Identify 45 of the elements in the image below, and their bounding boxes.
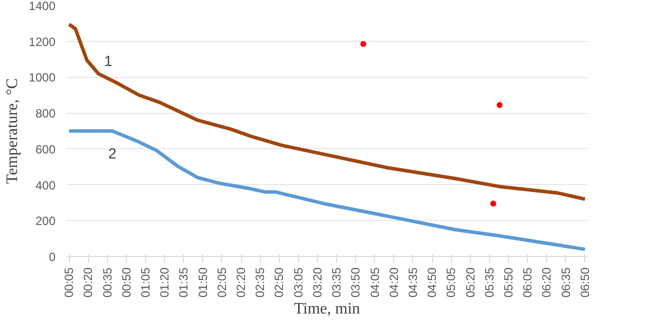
x-tick-label: 01:20	[158, 267, 172, 298]
x-tick-label: 02:05	[214, 267, 229, 298]
point	[496, 102, 503, 108]
x-tick-label: 05:05	[444, 267, 458, 298]
x-tick-label: 01:35	[176, 267, 191, 298]
x-tick-label: 01:05	[138, 267, 152, 298]
x-tick-label: 04:20	[386, 267, 401, 298]
x-tick-label: 06:05	[520, 267, 535, 298]
x-tick-label: 02:20	[234, 267, 248, 298]
y-axis-title: Temperature, °C	[4, 78, 21, 184]
y-tick-label: 400	[35, 178, 56, 192]
x-tick-label: 05:20	[463, 267, 478, 298]
x-tick-label: 04:05	[368, 267, 382, 298]
x-tick-label: 03:05	[291, 267, 306, 298]
x-tick-label: 05:35	[482, 267, 496, 298]
x-tick-label: 06:35	[558, 267, 573, 298]
line-series	[67, 22, 587, 201]
x-tick-label: 02:50	[272, 267, 286, 298]
x-tick-label: 06:50	[578, 267, 592, 298]
x-tick-label: 04:35	[406, 267, 420, 298]
x-tick-label: 06:20	[540, 267, 554, 298]
x-tick-label: 04:50	[425, 267, 440, 298]
annotation: 2	[108, 146, 116, 162]
y-tick-label: 1000	[28, 70, 56, 85]
x-tick-label: 00:05	[62, 267, 76, 298]
x-tick-label: 03:35	[330, 267, 344, 298]
annotation: 1	[104, 54, 112, 70]
x-tick-label: 05:50	[502, 267, 516, 298]
x-tick-label: 03:20	[310, 267, 324, 298]
y-tick-label: 200	[35, 214, 56, 228]
x-tick-label: 01:50	[196, 267, 210, 298]
x-tick-label: 00:50	[119, 267, 134, 298]
point	[490, 200, 496, 207]
line-series	[67, 129, 587, 252]
y-tick-label: 600	[35, 142, 56, 156]
y-tick-label: 0	[48, 250, 56, 264]
x-axis-title: Time, min	[294, 300, 360, 318]
x-tick-label: 03:50	[348, 267, 363, 298]
x-tick-label: 00:35	[100, 267, 114, 298]
point	[360, 41, 366, 48]
x-tick-label: 00:20	[81, 267, 96, 298]
y-tick-label: 800	[35, 106, 56, 121]
x-tick-label: 02:35	[253, 267, 268, 298]
y-tick-label: 1200	[28, 34, 56, 49]
y-tick-label: 1400	[28, 0, 56, 13]
